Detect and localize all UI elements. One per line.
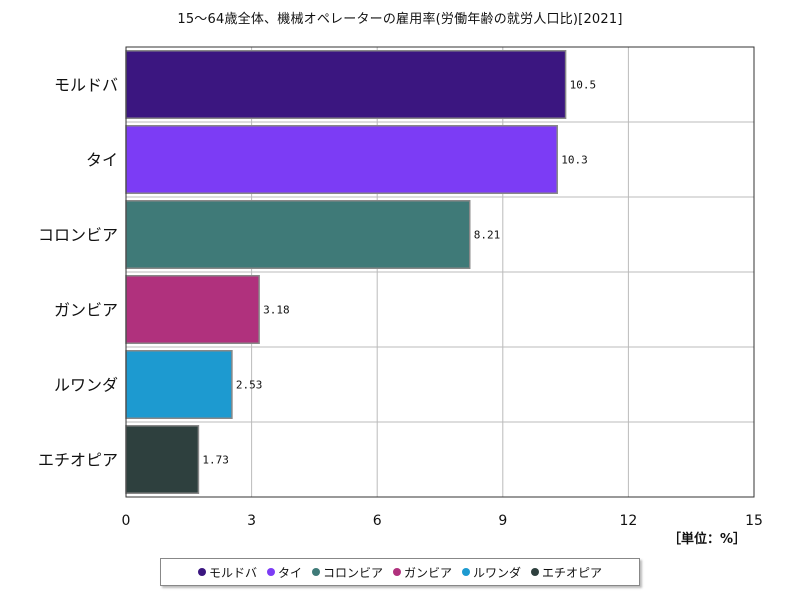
x-tick-label: 15 <box>745 513 763 529</box>
legend-item: モルドバ <box>197 564 257 581</box>
legend-label: タイ <box>277 565 302 580</box>
legend-marker <box>531 568 540 576</box>
legend-item: ルワンダ <box>462 564 521 581</box>
legend-label: ガンビア <box>404 565 453 580</box>
x-tick-label: 12 <box>619 513 637 529</box>
bar-6 <box>125 425 200 494</box>
legend-label: モルドバ <box>208 565 257 580</box>
bar-5 <box>125 350 233 419</box>
y-category-label: ガンビア <box>54 301 118 320</box>
y-category-label: タイ <box>86 151 118 170</box>
legend-item: ガンビア <box>393 564 452 581</box>
chart-title: 15〜64歳全体、機械オペレーターの雇用率(労働年齢の就労人口比)[2021] <box>177 12 623 27</box>
bar-3 <box>125 200 471 269</box>
x-tick-label: 6 <box>373 513 382 529</box>
legend-item: コロンビア <box>311 564 383 581</box>
legend-marker <box>311 568 320 576</box>
unit-label: ［単位：%］ <box>668 532 747 547</box>
legend-marker <box>393 568 401 576</box>
x-tick-label: 3 <box>247 513 256 529</box>
legend-item: タイ <box>266 564 302 581</box>
y-category-label: ルワンダ <box>54 376 118 395</box>
bar-2 <box>125 125 558 194</box>
y-category-label: モルドバ <box>54 76 118 95</box>
legend: モルドバ タイ コロンビア ガンビア ルワンダ エチオピア <box>160 558 640 586</box>
bar-1 <box>125 50 567 119</box>
y-category-label: コロンビア <box>38 226 118 245</box>
legend-label: コロンビア <box>322 565 383 580</box>
data-label: 8.21 <box>474 229 501 242</box>
legend-label: エチオピア <box>542 565 603 580</box>
x-tick-label: 0 <box>122 513 131 529</box>
data-label: 2.53 <box>236 379 263 392</box>
bar-4 <box>125 275 260 344</box>
legend-marker <box>266 568 275 576</box>
data-label: 3.18 <box>263 304 290 317</box>
data-label: 1.73 <box>202 454 229 467</box>
x-tick-label: 9 <box>498 513 507 529</box>
legend-label: ルワンダ <box>473 565 522 580</box>
legend-item: エチオピア <box>531 564 602 581</box>
data-label: 10.3 <box>561 154 588 167</box>
data-label: 10.5 <box>570 79 597 92</box>
legend-marker <box>462 568 471 576</box>
legend-marker <box>197 568 206 576</box>
y-category-label: エチオピア <box>38 451 118 470</box>
plot-area-frame <box>125 46 755 498</box>
